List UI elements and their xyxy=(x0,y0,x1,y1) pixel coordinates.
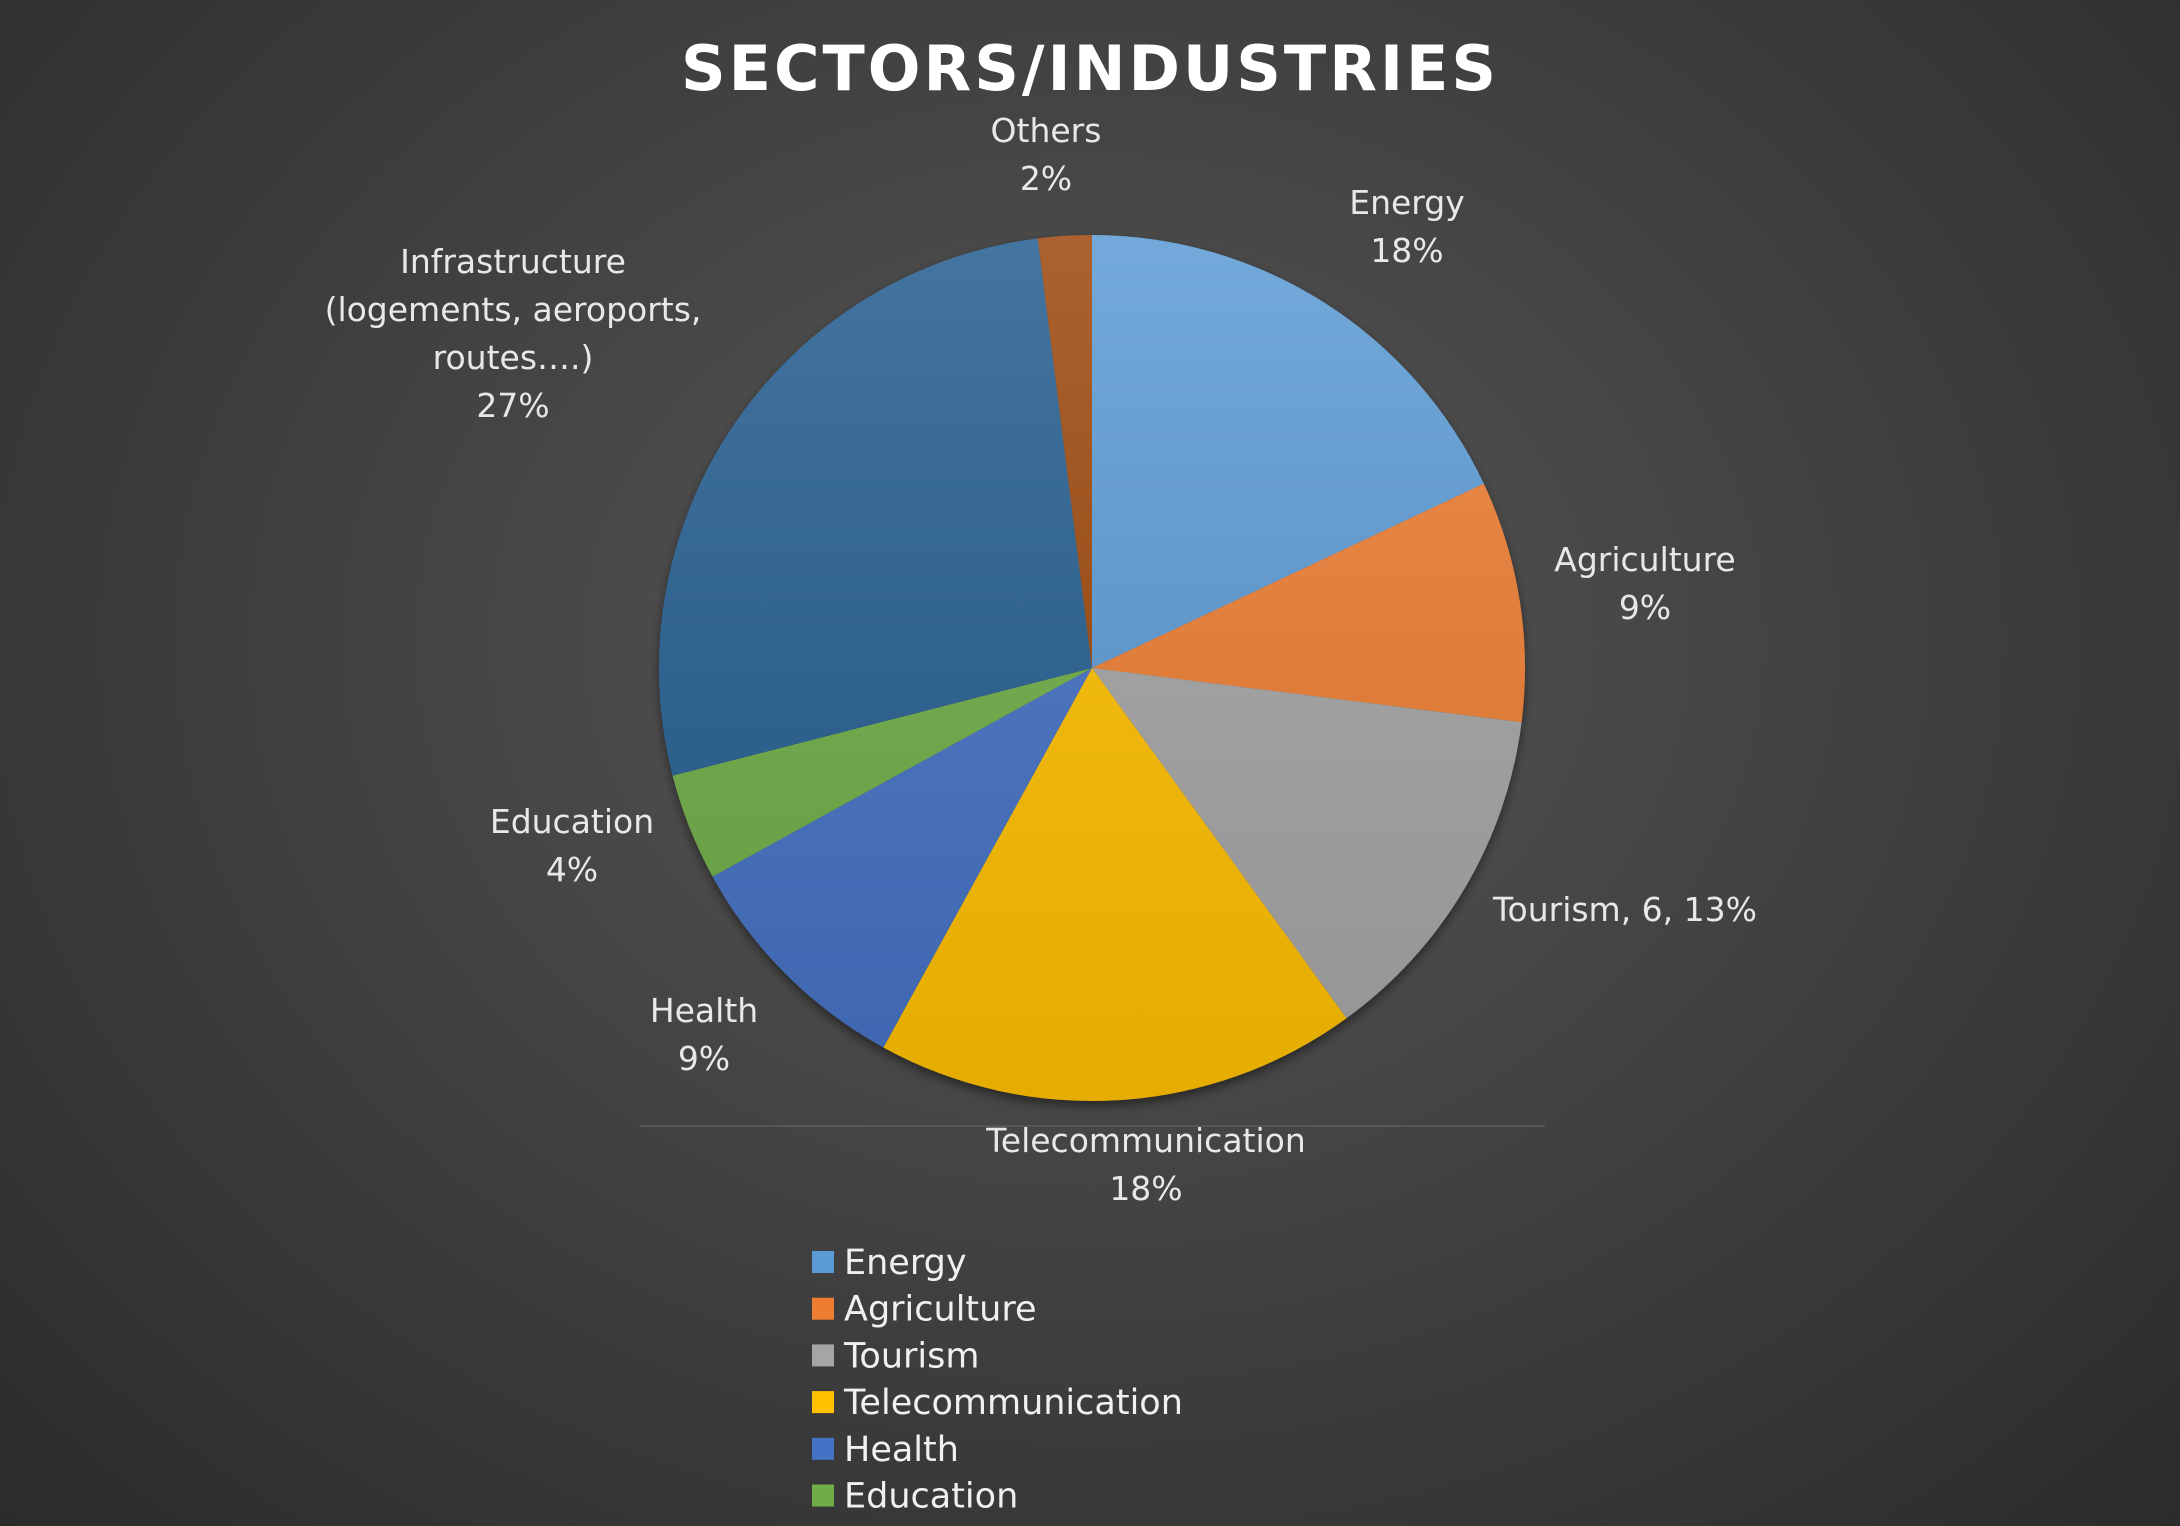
data-label-infrastructure: Infrastructure (logements, aeroports, rout… xyxy=(325,242,702,425)
data-label-line: 18% xyxy=(1109,1169,1182,1208)
data-label-line: routes….) xyxy=(433,338,594,377)
data-label-line: 2% xyxy=(1020,159,1072,198)
legend-label-telecommunication: Telecommunication xyxy=(843,1383,1183,1423)
data-labels: Energy 18% Agriculture 9% Tourism, 6, 13% Tel… xyxy=(325,111,1757,1208)
data-label-line: 9% xyxy=(678,1039,730,1078)
data-label-health: Health 9% xyxy=(650,991,758,1078)
chart-title: SECTORS/INDUSTRIES xyxy=(681,32,1499,105)
legend-swatch-health xyxy=(812,1437,834,1460)
pie-shading xyxy=(659,235,1525,1101)
data-label-line: Health xyxy=(650,991,758,1030)
legend-label-energy: Energy xyxy=(844,1243,967,1283)
data-label-line: 18% xyxy=(1370,231,1443,270)
data-label-line: Agriculture xyxy=(1554,540,1735,579)
legend: Energy Agriculture Tourism Telecommunicatio… xyxy=(812,1243,1183,1517)
legend-label-agriculture: Agriculture xyxy=(844,1290,1036,1330)
data-label-line: (logements, aeroports, xyxy=(325,290,702,329)
data-label-line: Infrastructure xyxy=(400,242,626,281)
data-label-line: 27% xyxy=(476,386,549,425)
data-label-line: Others xyxy=(991,111,1102,150)
legend-label-tourism: Tourism xyxy=(843,1336,979,1376)
legend-label-education: Education xyxy=(844,1477,1018,1517)
legend-swatch-agriculture xyxy=(812,1297,834,1320)
data-label-line: Energy xyxy=(1349,183,1465,222)
data-label-line: 4% xyxy=(546,850,598,889)
data-label-tourism: Tourism, 6, 13% xyxy=(1492,890,1757,929)
data-label-line: 9% xyxy=(1619,588,1671,627)
data-label-education: Education 4% xyxy=(490,802,654,889)
data-label-energy: Energy 18% xyxy=(1349,183,1465,270)
legend-swatch-education xyxy=(812,1484,834,1507)
data-label-agriculture: Agriculture 9% xyxy=(1554,540,1735,627)
data-label-line: Telecommunication xyxy=(985,1121,1306,1160)
legend-label-health: Health xyxy=(844,1430,959,1470)
legend-swatch-telecommunication xyxy=(812,1391,834,1414)
data-label-telecommunication: Telecommunication 18% xyxy=(985,1121,1306,1208)
legend-swatch-energy xyxy=(812,1251,834,1273)
data-label-line: Education xyxy=(490,802,654,841)
legend-swatch-tourism xyxy=(812,1344,834,1367)
data-label-line: Tourism, 6, 13% xyxy=(1492,890,1757,929)
data-label-others: Others 2% xyxy=(991,111,1102,198)
